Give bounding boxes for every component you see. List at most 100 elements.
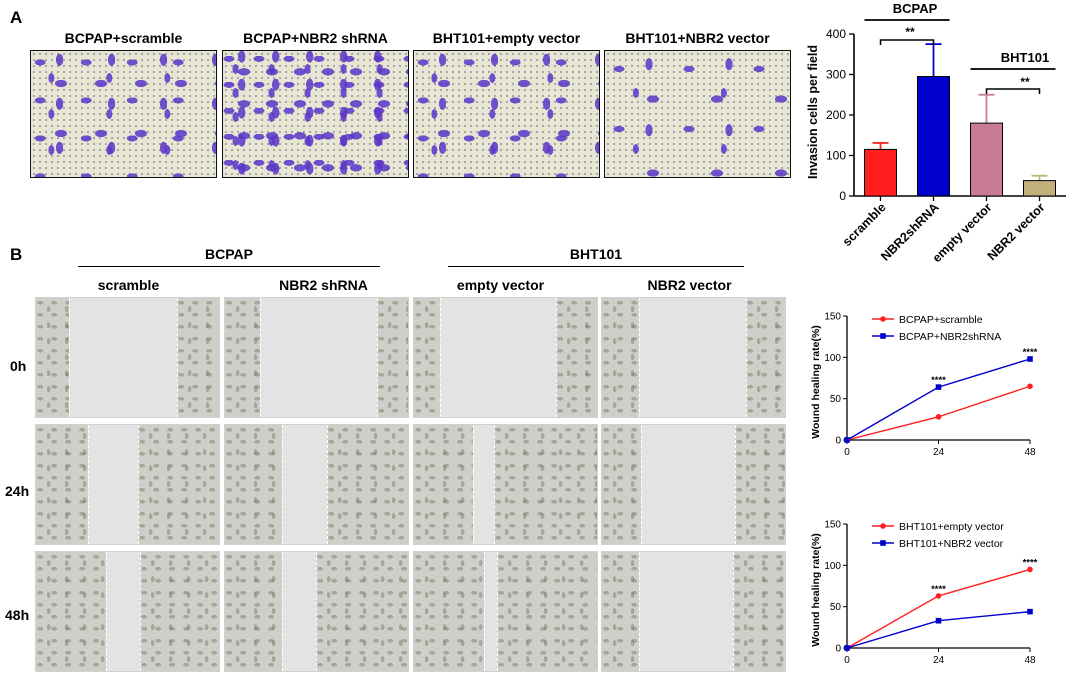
cell-layer-left <box>602 298 639 417</box>
wound-edge-left <box>282 425 284 544</box>
cell-layer-left <box>414 552 485 671</box>
line2-y-tick-label: 50 <box>830 602 842 613</box>
bar-nbr2shrna <box>917 76 950 197</box>
cell-layer-right <box>493 425 597 544</box>
cell-layer-right <box>735 425 785 544</box>
bar-significance-2: ** <box>1020 75 1030 89</box>
bar-y-tick-label: 0 <box>839 189 846 203</box>
line1-y-tick-label: 0 <box>835 436 841 447</box>
wound-image-scramble-48h <box>35 551 220 672</box>
wound-edge-left <box>639 298 640 417</box>
line1-point <box>935 414 942 420</box>
line2-legend-marker <box>880 540 886 546</box>
line1-legend-marker <box>880 316 886 322</box>
cell-layer-left <box>36 425 88 544</box>
invasion-image-bcpap-nbr2-shrna <box>222 50 409 178</box>
line1-x-tick-label: 0 <box>844 447 850 458</box>
line2-point <box>935 593 942 599</box>
cell-layer-right <box>497 552 597 671</box>
wound-image-scramble-24h <box>35 424 220 545</box>
cell-layer-right <box>556 298 597 417</box>
wound-image-nbr2-vector-48h <box>601 551 786 672</box>
bar-y-tick-label: 400 <box>826 27 846 41</box>
wound-line-chart-bcpap: 0 50 100 150 0 24 48 **** **** Wound healing rat… <box>810 312 1038 459</box>
invasion-image-bht101-empty <box>413 50 600 178</box>
invasion-image-bcpap-scramble <box>30 50 217 178</box>
wound-edge-left <box>439 298 441 417</box>
bar-y-tick-label: 300 <box>826 68 846 82</box>
line1-x-tick-label: 48 <box>1024 447 1036 458</box>
bar-y-tick-label: 100 <box>826 149 846 163</box>
panel-a-label: A <box>10 8 23 27</box>
cell-layer-right <box>733 552 785 671</box>
wound-edge-right <box>326 425 328 544</box>
group-title-bht101: BHT101 <box>569 246 623 262</box>
line1-point <box>844 437 850 443</box>
cell-layer-left <box>36 298 70 417</box>
line2-series-line-1 <box>846 568 1031 649</box>
cell-layer-right <box>137 425 219 544</box>
wound-line-chart-bht101: 0 50 100 150 0 24 48 **** **** Wound healing rat… <box>810 520 1038 667</box>
wound-edge-left <box>484 552 486 671</box>
invasion-image-bht101-nbr2 <box>604 50 791 178</box>
wound-edge-left <box>106 552 108 671</box>
line2-y-tick-label: 0 <box>835 644 841 655</box>
cell-layer-left <box>602 552 639 671</box>
bar-significance-bracket-1 <box>879 39 935 45</box>
bar-x-tick-label: scramble <box>840 200 889 249</box>
line1-point <box>1027 356 1033 362</box>
cell-layer-left <box>414 298 440 417</box>
bar-chart-ylabel: Invasion cells per field <box>806 45 820 179</box>
bar-x-tick-label: NBR2 vector <box>985 200 1048 263</box>
wound-edge-right <box>733 552 735 671</box>
row-label-0h: 0h <box>10 358 27 374</box>
bar-scramble <box>864 148 897 197</box>
line2-point <box>1027 608 1033 615</box>
line1-legend-1: BCPAP+scramble <box>899 314 983 326</box>
line2-legend-marker <box>880 523 886 529</box>
line2-legend-2: BHT101+NBR2 vector <box>899 538 1004 550</box>
line2-point <box>844 645 850 651</box>
wound-edge-right <box>735 425 737 544</box>
panel-b-label: B <box>10 245 23 264</box>
line1-legend-marker <box>880 333 886 339</box>
line1-annotation: **** <box>931 375 946 386</box>
wound-image-empty-vector-48h <box>413 551 598 672</box>
line2-series-line-2 <box>846 610 1031 649</box>
wound-image-nbr2-shrna-0h <box>224 297 409 418</box>
row-label-48h: 48h <box>5 607 30 623</box>
cell-layer-right <box>176 298 219 417</box>
line1-y-tick-label: 50 <box>830 394 842 405</box>
image-title-bcpap-scramble: BCPAP+scramble <box>64 30 183 46</box>
wound-edge-right <box>176 298 178 417</box>
cell-layer-left <box>225 552 283 671</box>
cell-layer-left <box>225 425 283 544</box>
bar-significance-bracket-2 <box>985 88 1041 94</box>
image-title-bht101-empty: BHT101+empty vector <box>432 30 581 46</box>
wound-image-scramble-0h <box>35 297 220 418</box>
column-title-nbr2-shrna: NBR2 shRNA <box>279 277 368 293</box>
cell-layer-left <box>225 298 261 417</box>
wound-edge-left <box>473 425 475 544</box>
cell-layer-right <box>326 425 408 544</box>
wound-edge-left <box>640 425 642 544</box>
line2-legend-1: BHT101+empty vector <box>899 521 1004 533</box>
line2-y-tick-label: 100 <box>824 561 841 572</box>
column-title-nbr2-vector: NBR2 vector <box>647 277 732 293</box>
line1-y-tick-label: 100 <box>824 353 841 364</box>
bar-nbr2-vector <box>1023 180 1056 197</box>
bar-significance-1: ** <box>905 25 915 39</box>
line1-legend-2: BCPAP+NBR2shRNA <box>899 331 1001 343</box>
column-title-scramble: scramble <box>97 277 160 293</box>
bar-chart-marks <box>864 19 1056 197</box>
wound-image-nbr2-vector-24h <box>601 424 786 545</box>
group-title-bcpap: BCPAP <box>205 246 253 262</box>
cell-layer-right <box>746 298 785 417</box>
wound-edge-right <box>493 425 495 544</box>
bar-empty-vector <box>970 122 1003 197</box>
bar-y-tick-label: 200 <box>826 108 846 122</box>
line1-point <box>935 384 942 390</box>
cell-layer-left <box>36 552 107 671</box>
cell-layer-left <box>602 425 641 544</box>
wound-edge-left <box>87 425 89 544</box>
